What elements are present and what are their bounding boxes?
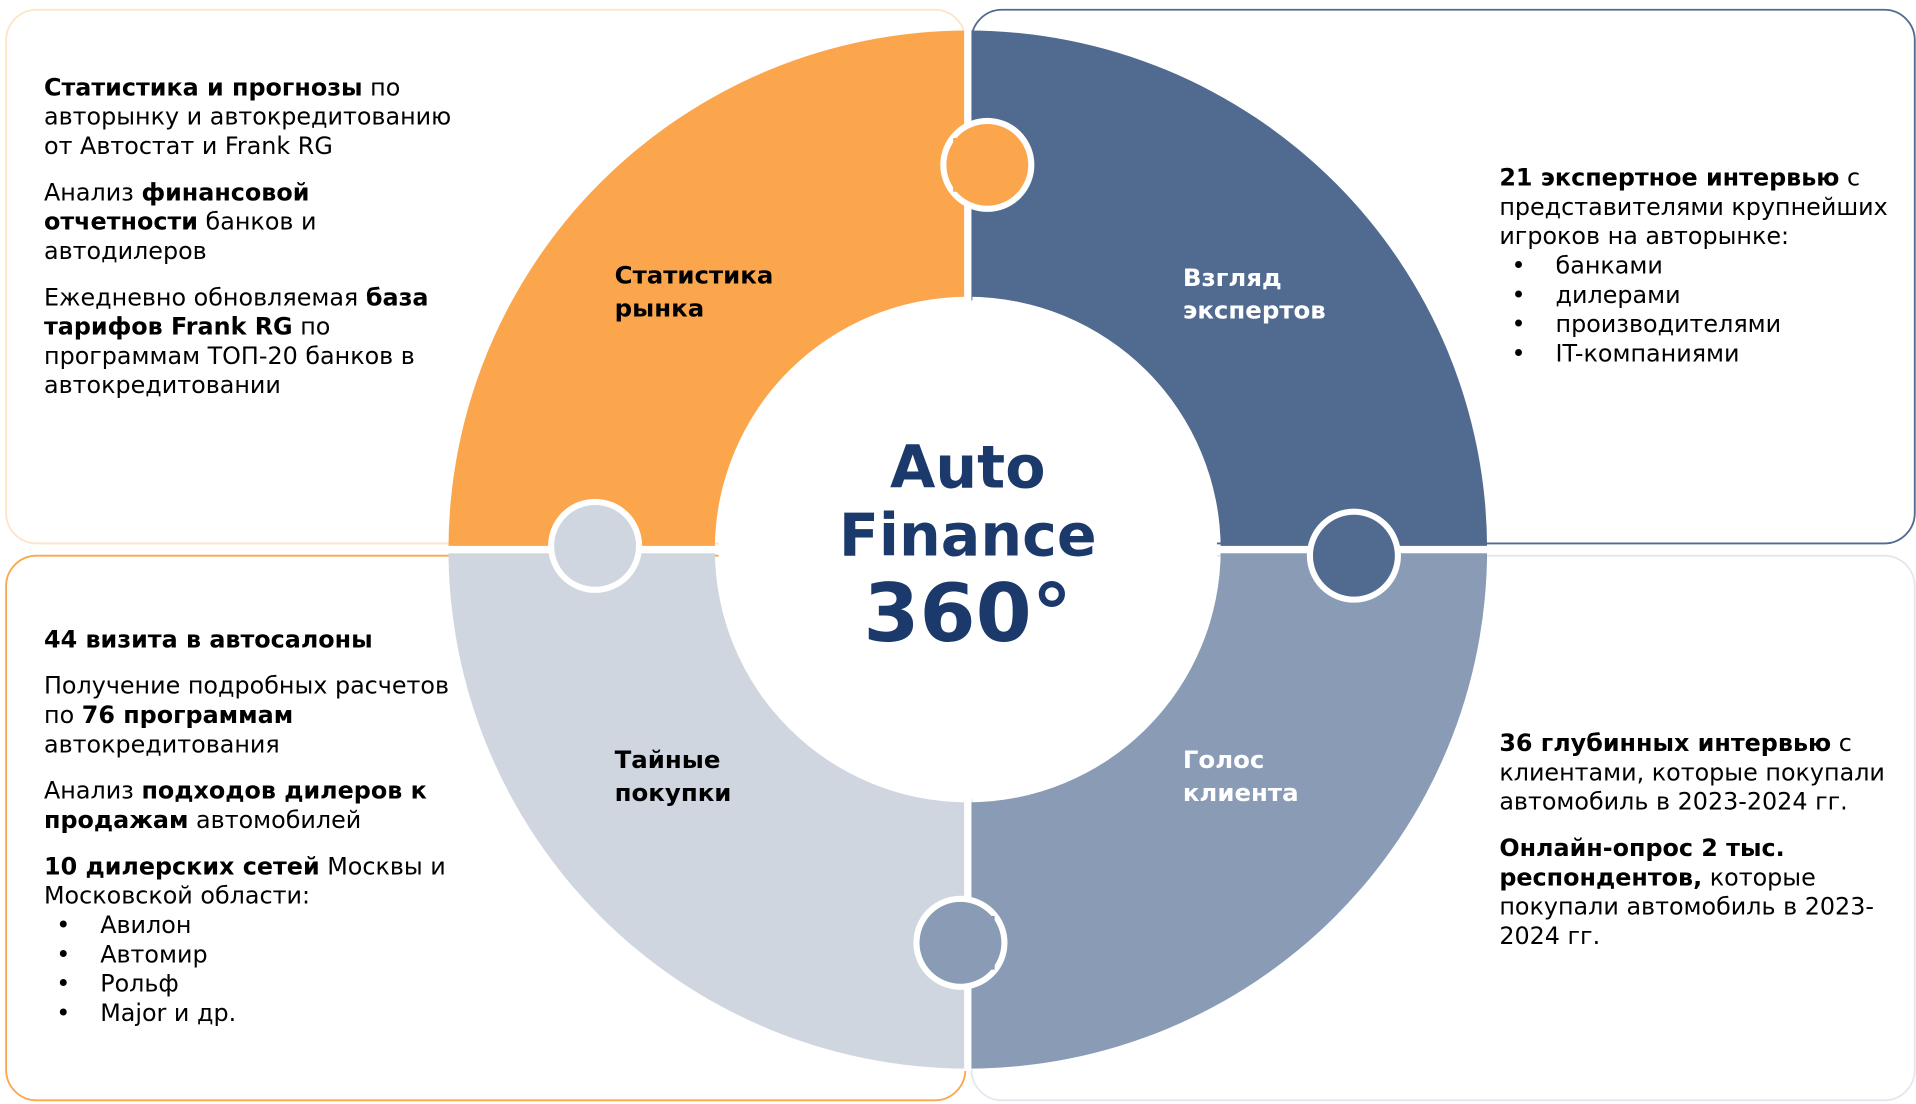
quadrant-label: Статистика рынка: [615, 259, 774, 325]
puzzle-piece: [967, 549, 1488, 1069]
text-run: Анализ: [43, 776, 142, 805]
text-run: 44 визита в автосалоны: [43, 625, 373, 654]
quadrant-label: Тайные покупки: [615, 744, 732, 810]
text-run: с представителями крупнейших игроков на …: [1499, 163, 1888, 251]
text-run: 21 экспертное интервью: [1499, 163, 1840, 192]
bullet-item: Major и др.: [44, 999, 453, 1028]
text-run: 36 глубинных интервью: [1499, 729, 1832, 758]
puzzle-tab-neck: [568, 549, 622, 577]
text-run: база тарифов Frank RG: [43, 283, 429, 341]
quadrant-label: Взгляд экспертов: [1183, 261, 1326, 327]
label-line: Взгляд: [1182, 262, 1282, 292]
bullet-item: банками: [1499, 252, 1908, 281]
center-line: 360°: [863, 566, 1073, 661]
text-run: по авторынку и автокредитованию от Автос…: [43, 73, 452, 160]
panel-text: 36 глубинных интервью с клиентами, котор…: [1499, 729, 1902, 968]
paragraph: Получение подробных расчетов по 76 прогр…: [44, 672, 453, 760]
center-line: Auto: [890, 433, 1046, 502]
text-run: с клиентами, которые покупали автомобиль…: [1499, 729, 1885, 816]
text-run: автокредитования: [43, 730, 280, 759]
paragraph: 44 визита в автосалоны: [44, 625, 453, 654]
bullet-item: IT-компаниями: [1499, 340, 1908, 369]
paragraph: Анализ финансовой отчетности банков и ав…: [44, 178, 466, 266]
puzzle-piece: [967, 30, 1488, 550]
puzzle-piece: [448, 549, 968, 1069]
text-run: Получение подробных расчетов по: [43, 671, 450, 730]
bullet-list: АвилонАвтомирРольфMajor и др.: [44, 911, 453, 1028]
puzzle: [446, 28, 1490, 1072]
paragraph: Анализ подходов дилеров к продажам автом…: [44, 777, 453, 836]
quadrant-label: Голос клиента: [1183, 744, 1299, 810]
text-run: которые покупали автомобиль в 2023-2024 …: [1499, 863, 1874, 951]
text-run: Онлайн-опрос 2 тыс. респондентов,: [1499, 834, 1785, 892]
text-run: Ежедневно обновляемая: [43, 283, 366, 312]
puzzle-tab: [548, 498, 643, 593]
text-run: по программам ТОП-20 банков в автокредит…: [43, 312, 415, 400]
bullet-item: Авилон: [44, 911, 453, 940]
label-line: Голос: [1182, 744, 1265, 775]
panel-text: 21 экспертное интервью с представителями…: [1499, 164, 1908, 369]
puzzle-tab: [1306, 508, 1401, 603]
label-line: Тайные: [614, 744, 721, 775]
text-run: автомобилей: [188, 806, 362, 835]
paragraph: 21 экспертное интервью с представителями…: [1499, 164, 1908, 252]
bullet-item: Рольф: [44, 970, 453, 999]
paragraph: Статистика и прогнозы по авторынку и авт…: [44, 73, 466, 161]
puzzle-tab-neck: [953, 138, 980, 192]
label-line: клиента: [1182, 777, 1299, 808]
paragraph: 36 глубинных интервью с клиентами, котор…: [1499, 729, 1902, 817]
text-run: финансовой отчетности: [43, 178, 310, 236]
center-title: Auto Finance 360°: [723, 434, 1212, 659]
bullet-item: Автомир: [44, 940, 453, 969]
text-run: Москвы и Московской области:: [43, 852, 446, 910]
center-circle: [718, 300, 1218, 799]
label-line: рынка: [614, 293, 705, 323]
paragraph: Ежедневно обновляемая база тарифов Frank…: [44, 283, 466, 400]
label-line: экспертов: [1182, 295, 1326, 325]
bullet-list: банкамидилерамипроизводителямиIT-компани…: [1499, 252, 1908, 369]
panel-text: 44 визита в автосалоны Получение подробны…: [44, 625, 453, 1028]
text-run: 76 программам: [81, 700, 294, 730]
text-run: банков и автодилеров: [43, 207, 317, 266]
bullet-item: производителями: [1499, 310, 1908, 339]
paragraph: 10 дилерских сетей Москвы и Московской о…: [44, 852, 453, 911]
text-run: Статистика и прогнозы: [43, 73, 363, 102]
text-run: 10 дилерских сетей: [43, 852, 320, 881]
text-run: Анализ: [43, 178, 142, 207]
bullet-item: дилерами: [1499, 281, 1908, 310]
label-line: Статистика: [614, 260, 774, 290]
label-line: покупки: [614, 777, 732, 808]
puzzle-tab-neck: [1327, 525, 1381, 553]
puzzle-piece: [448, 30, 968, 550]
puzzle-tab-neck: [967, 915, 995, 970]
text-run: подходов дилеров к продажам: [43, 776, 427, 835]
center-line: Finance: [838, 501, 1097, 571]
paragraph: Онлайн-опрос 2 тыс. респондентов, которы…: [1499, 834, 1902, 951]
panel-text: Статистика и прогнозы по авторынку и авт…: [44, 73, 466, 417]
